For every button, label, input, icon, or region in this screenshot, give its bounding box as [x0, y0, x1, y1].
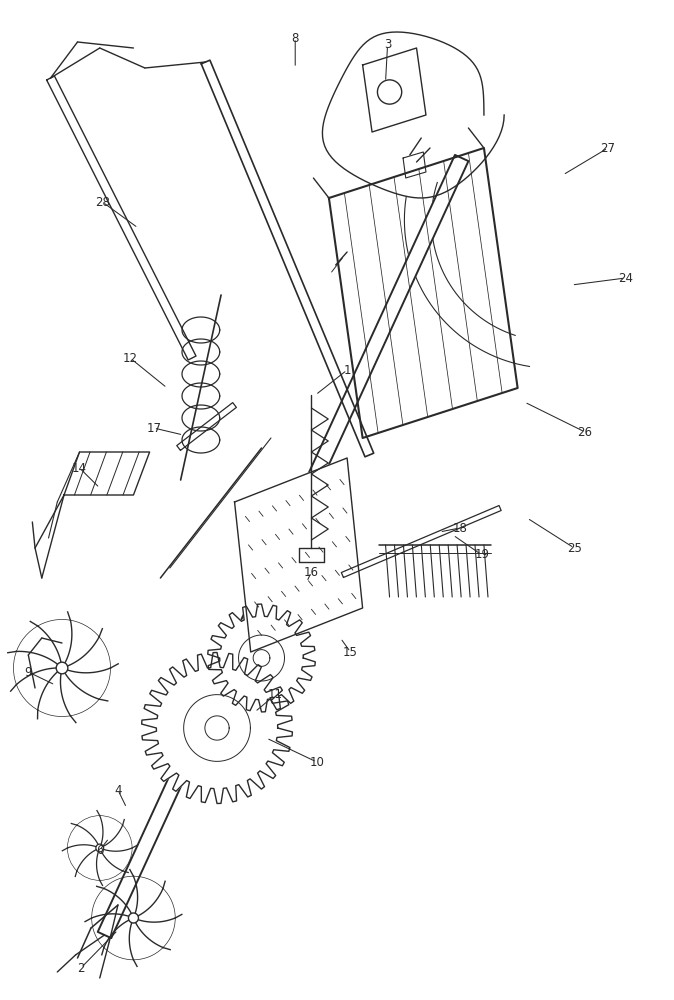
Polygon shape — [329, 148, 518, 438]
Text: 2: 2 — [77, 962, 85, 974]
Text: 4: 4 — [114, 784, 122, 796]
Circle shape — [96, 844, 104, 852]
Polygon shape — [142, 653, 293, 803]
Text: 16: 16 — [304, 566, 319, 578]
Text: 9: 9 — [24, 666, 32, 678]
Text: 6: 6 — [96, 844, 104, 856]
Text: 14: 14 — [72, 462, 87, 475]
Text: 15: 15 — [343, 646, 358, 658]
Polygon shape — [322, 32, 504, 198]
Text: 3: 3 — [384, 38, 391, 51]
Text: 8: 8 — [292, 31, 299, 44]
Text: 19: 19 — [474, 548, 489, 562]
Polygon shape — [235, 458, 363, 652]
Circle shape — [56, 662, 68, 674]
Text: 1: 1 — [343, 363, 351, 376]
Text: 18: 18 — [452, 522, 467, 534]
Text: 26: 26 — [578, 426, 592, 438]
Polygon shape — [208, 604, 315, 712]
Text: 28: 28 — [95, 196, 110, 209]
Polygon shape — [64, 452, 150, 495]
Text: 11: 11 — [268, 688, 282, 702]
Polygon shape — [98, 155, 468, 938]
Text: 27: 27 — [601, 141, 615, 154]
Text: 24: 24 — [618, 271, 633, 284]
Polygon shape — [47, 76, 196, 360]
Text: 25: 25 — [567, 542, 582, 554]
Text: 10: 10 — [309, 756, 324, 768]
Text: 12: 12 — [123, 352, 137, 364]
Circle shape — [129, 913, 138, 923]
Polygon shape — [363, 48, 426, 132]
Text: 17: 17 — [146, 422, 161, 434]
Polygon shape — [202, 60, 373, 457]
Polygon shape — [177, 403, 237, 450]
Polygon shape — [341, 506, 501, 577]
